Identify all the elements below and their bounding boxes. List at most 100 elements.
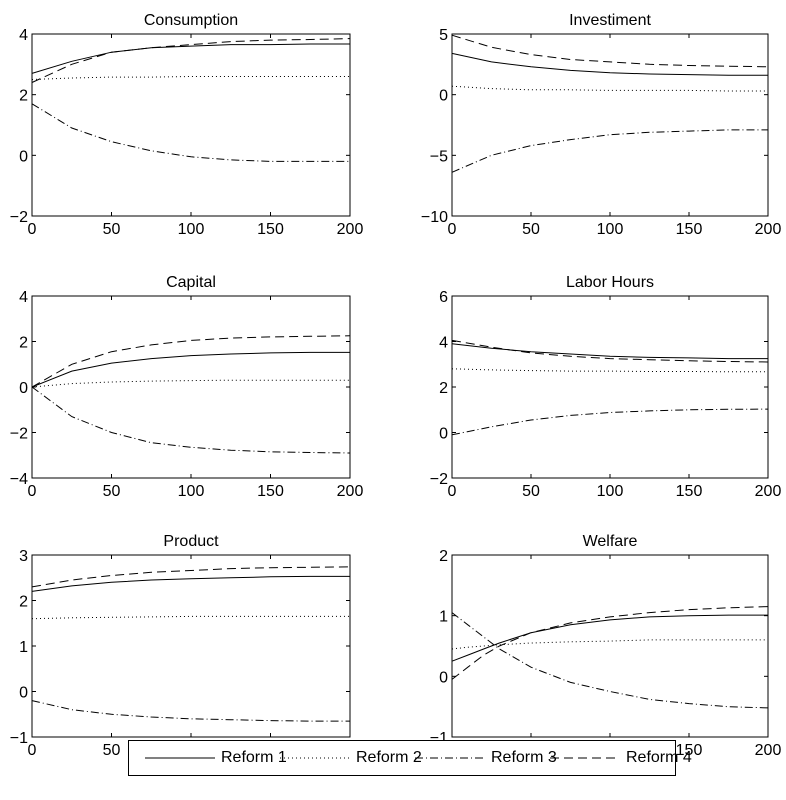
legend-label: Reform 4 (626, 749, 692, 766)
y-tick-label: 0 (19, 685, 28, 702)
series-line-reform-1 (31, 575, 350, 592)
y-tick-label: −2 (10, 209, 28, 226)
series-line-reform-3 (31, 386, 351, 454)
x-tick-label: 50 (103, 483, 121, 500)
subplot-title: Consumption (144, 12, 238, 29)
y-tick-label: −4 (10, 471, 28, 488)
x-tick-label: 200 (755, 483, 782, 500)
series-line-reform-2 (31, 379, 350, 388)
x-tick-label: 0 (28, 742, 37, 759)
series-line-reform-2 (451, 368, 768, 373)
y-tick-label: 1 (19, 639, 28, 656)
y-tick-label: 0 (439, 88, 448, 105)
series-line-reform-4 (31, 566, 351, 588)
series-line-reform-3 (31, 700, 350, 722)
x-tick-label: 0 (28, 221, 37, 238)
subplot-title: Labor Hours (566, 274, 654, 291)
series-line-reform-2 (31, 76, 350, 80)
x-tick-label: 200 (755, 742, 782, 759)
y-tick-label: 3 (19, 548, 28, 565)
axes-frame (31, 33, 351, 217)
x-tick-label: 150 (676, 483, 703, 500)
x-tick-label: 150 (676, 742, 703, 759)
series-line-reform-4 (451, 339, 769, 363)
x-tick-label: 0 (448, 483, 457, 500)
subplot-title: Investiment (569, 12, 651, 29)
y-tick-label: 6 (439, 289, 448, 306)
series-line-reform-2 (451, 85, 768, 92)
x-tick-label: 0 (448, 221, 457, 238)
y-tick-label: 0 (19, 380, 28, 397)
y-tick-label: −1 (10, 730, 28, 747)
subplot-2: 0 50 100 150 200 −10 −5 0 5 Investiment (421, 12, 782, 238)
x-tick-label: 100 (178, 221, 205, 238)
x-tick-label: 100 (597, 483, 624, 500)
y-tick-label: 0 (19, 148, 28, 165)
legend: Reform 1 Reform 2 Reform 3 Reform 4 (128, 740, 692, 776)
y-tick-label: 4 (19, 289, 28, 306)
y-tick-label: 2 (19, 594, 28, 611)
y-tick-label: 4 (439, 335, 448, 352)
y-tick-label: −10 (421, 209, 448, 226)
series-line-reform-3 (451, 129, 768, 173)
x-tick-label: 100 (597, 221, 624, 238)
series-line-reform-4 (31, 335, 351, 388)
series-line-reform-4 (451, 34, 769, 68)
x-tick-label: 150 (257, 483, 284, 500)
legend-swatch-dashed (550, 757, 620, 759)
legend-swatch-solid (145, 757, 215, 759)
y-tick-label: 2 (439, 548, 448, 565)
y-tick-label: 2 (19, 335, 28, 352)
x-tick-label: 50 (522, 221, 540, 238)
subplot-3: 0 50 100 150 200 −4 −2 0 2 4 Capital (10, 274, 364, 500)
x-tick-label: 200 (337, 221, 364, 238)
x-tick-label: 100 (178, 483, 205, 500)
axes-frame (31, 295, 351, 479)
series-line-reform-3 (451, 612, 769, 709)
subplot-title: Welfare (583, 533, 638, 550)
x-tick-label: 150 (676, 221, 703, 238)
x-tick-label: 50 (103, 221, 121, 238)
axes-frame (31, 554, 351, 738)
series-line-reform-1 (31, 351, 350, 388)
x-tick-label: 200 (755, 221, 782, 238)
y-tick-label: 2 (19, 88, 28, 105)
series-line-reform-2 (31, 615, 350, 620)
legend-swatch-dotted (280, 757, 350, 759)
x-tick-label: 50 (103, 742, 121, 759)
y-tick-label: −2 (10, 426, 28, 443)
axes-frame (451, 295, 769, 479)
legend-label: Reform 1 (221, 749, 287, 766)
y-tick-label: 0 (439, 426, 448, 443)
series-line-reform-4 (31, 38, 351, 83)
series-line-reform-1 (451, 343, 768, 360)
series-line-reform-3 (31, 103, 350, 162)
legend-label: Reform 2 (356, 749, 422, 766)
series-line-reform-3 (451, 408, 769, 436)
series-line-reform-1 (31, 43, 350, 74)
series-line-reform-1 (451, 614, 768, 662)
y-tick-label: 2 (439, 380, 448, 397)
y-tick-label: −2 (430, 471, 448, 488)
series-line-reform-4 (451, 606, 769, 680)
y-tick-label: 4 (19, 27, 28, 44)
subplot-title: Product (163, 533, 219, 550)
y-tick-label: 0 (439, 669, 448, 686)
y-tick-label: 1 (439, 609, 448, 626)
y-tick-label: −5 (430, 148, 448, 165)
subplot-title: Capital (166, 274, 216, 291)
legend-swatch-dashdot (415, 757, 485, 759)
series-line-reform-1 (451, 52, 768, 76)
y-tick-label: 5 (439, 27, 448, 44)
series-line-reform-2 (451, 639, 768, 650)
axes-frame (451, 33, 769, 217)
x-tick-label: 150 (257, 221, 284, 238)
x-tick-label: 50 (522, 483, 540, 500)
x-tick-label: 0 (28, 483, 37, 500)
x-tick-label: 200 (337, 483, 364, 500)
